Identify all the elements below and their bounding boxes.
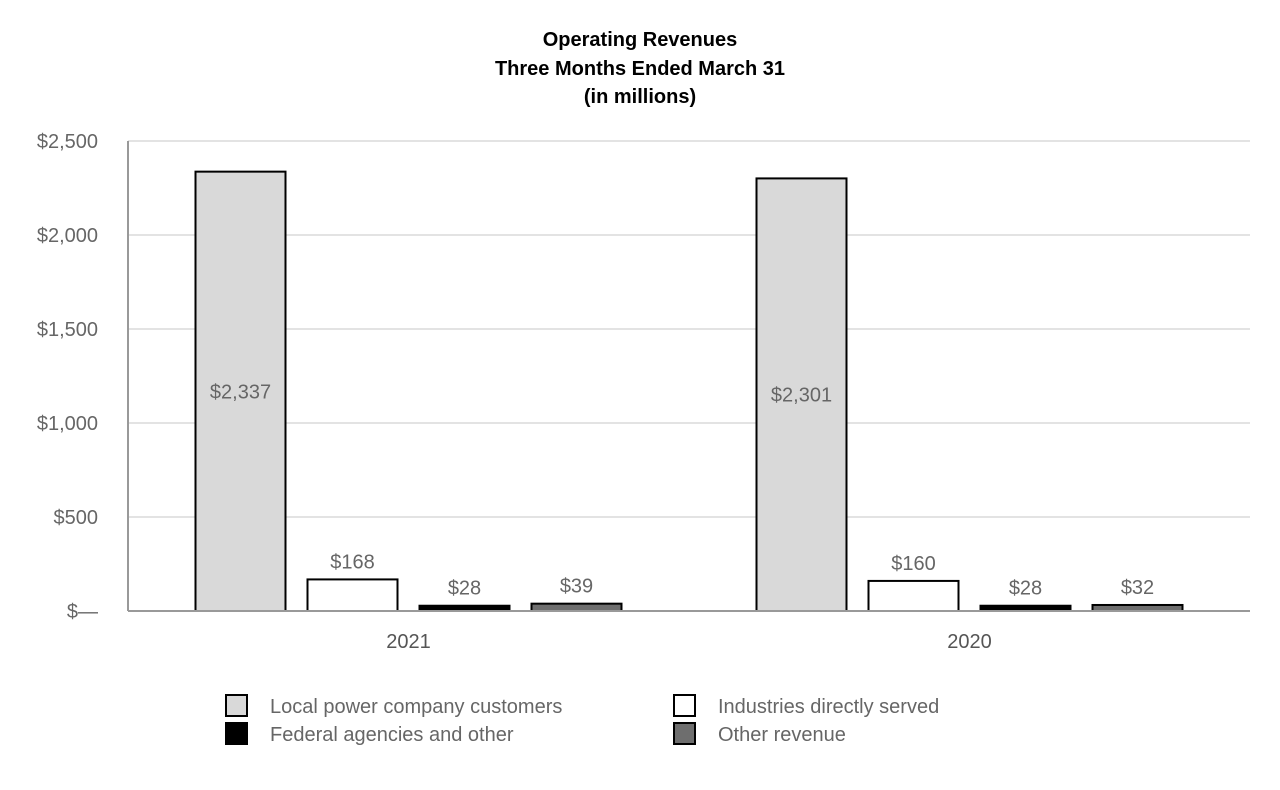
bar [755,177,848,613]
axes [127,141,1250,612]
y-tick-label: $2,000 [37,225,98,247]
data-label: $28 [1009,578,1042,600]
y-axis-tick-labels: $— $500 $1,000 $1,500 $2,000 $2,500 [37,131,98,623]
data-label: $39 [560,576,593,598]
data-label: $160 [891,553,936,575]
data-label: $2,337 [210,381,271,403]
bar [194,170,287,612]
x-category-label: 2020 [947,631,992,653]
legend-swatch [225,694,248,717]
chart-title-line: Three Months Ended March 31 [495,58,785,80]
legend: Local power company customers Industries … [225,694,939,746]
data-label: $168 [330,551,375,573]
legend-swatch [673,722,696,745]
legend-label: Industries directly served [718,696,939,718]
legend-swatch [673,694,696,717]
y-tick-label: $1,000 [37,413,98,435]
legend-label: Local power company customers [270,696,562,718]
y-tick-label: $500 [54,507,99,529]
legend-label: Federal agencies and other [270,724,514,746]
data-labels: $2,337 $168 $28 $39 $2,301 $160 $28 $32 [210,381,1154,599]
data-label: $28 [448,578,481,600]
legend-label: Other revenue [718,724,846,746]
y-tick-label: $— [67,601,98,623]
chart-title-line: (in millions) [584,86,696,108]
bar [867,579,960,612]
bar [306,578,399,613]
data-label: $32 [1121,577,1154,599]
x-axis-category-labels: 2021 2020 [386,631,992,653]
bars [194,170,1184,613]
gridlines [128,140,1250,518]
data-label: $2,301 [771,385,832,407]
bar [530,602,623,613]
legend-swatch [225,722,248,745]
y-tick-label: $1,500 [37,319,98,341]
chart-title: Operating Revenues Three Months Ended Mar… [495,29,785,108]
chart-title-line: Operating Revenues [543,29,738,51]
y-tick-label: $2,500 [37,131,98,153]
x-category-label: 2021 [386,631,431,653]
